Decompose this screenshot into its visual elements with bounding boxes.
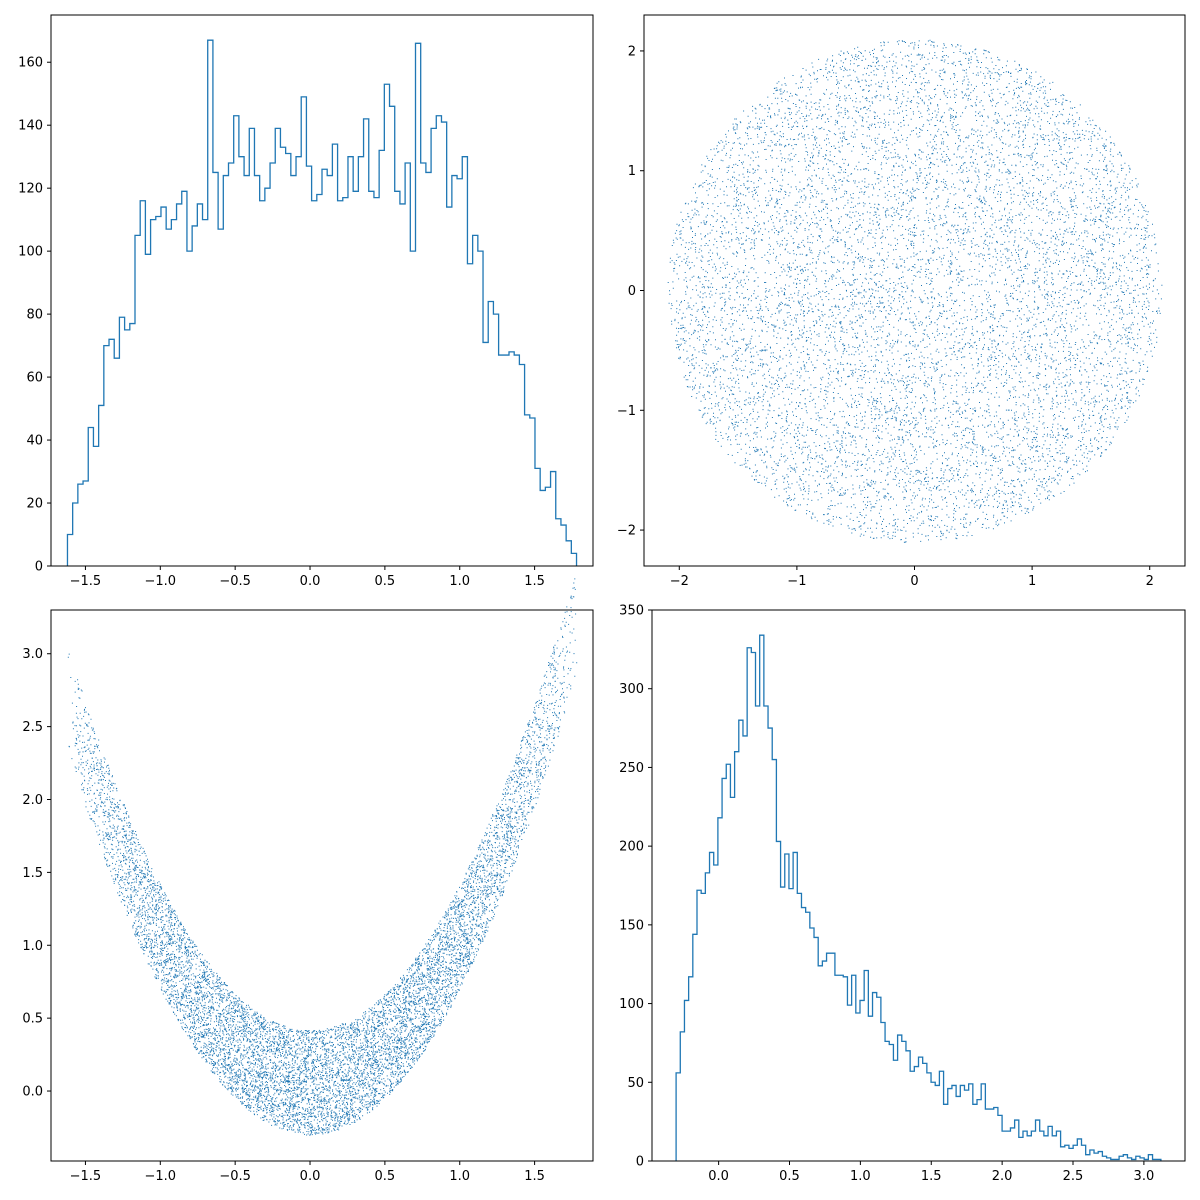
x-tick-label: 0.5 xyxy=(779,1169,800,1184)
y-tick-label: 1 xyxy=(628,164,636,179)
y-tick-label: 150 xyxy=(619,918,644,933)
x-tick-label: 0.5 xyxy=(375,574,396,589)
x-tick-label: 0.0 xyxy=(300,574,321,589)
y-tick-label: 100 xyxy=(18,245,43,260)
x-tick-label: 1 xyxy=(1028,574,1036,589)
x-tick-label: −2 xyxy=(670,574,689,589)
x-tick-label: 0 xyxy=(910,574,918,589)
axes-frame xyxy=(643,14,1186,567)
y-tick-label: 200 xyxy=(619,840,644,855)
scatter-point xyxy=(67,578,578,1136)
y-tick-label: 2.5 xyxy=(22,720,43,735)
x-tick-label: 0.0 xyxy=(708,1169,729,1184)
x-tick-label: −0.5 xyxy=(219,574,251,589)
x-tick-label: 1.5 xyxy=(921,1169,942,1184)
y-tick-label: 2 xyxy=(628,44,636,59)
x-tick-label: 2 xyxy=(1146,574,1154,589)
y-tick-label: 2.0 xyxy=(22,793,43,808)
y-tick-label: 3.0 xyxy=(22,647,43,662)
x-tick-label: 1.0 xyxy=(449,574,470,589)
y-tick-label: 0 xyxy=(636,1155,644,1170)
scatter-points xyxy=(667,39,1163,543)
x-tick-label: 1.5 xyxy=(524,574,545,589)
x-tick-label: −1.5 xyxy=(70,574,102,589)
x-tick-label: 3.0 xyxy=(1134,1169,1155,1184)
y-tick-label: 1.5 xyxy=(22,866,43,881)
y-tick-label: 350 xyxy=(619,604,644,619)
histogram-step-line xyxy=(675,634,1162,1161)
x-tick-label: −1.5 xyxy=(70,1169,102,1184)
y-tick-label: 140 xyxy=(18,119,43,134)
histogram-x-panel: −1.5 −1.0 −0.5 0.0 0.5 1.0 1.5 0 20 40 60 80 100 120 1… xyxy=(18,14,594,589)
y-tick-label: 300 xyxy=(619,682,644,697)
axes-frame xyxy=(50,14,594,567)
y-tick-label: 40 xyxy=(26,434,43,449)
x-tick-label: −0.5 xyxy=(219,1169,251,1184)
scatter-disk-panel: −2 −1 0 1 2 −2 −1 0 1 2 xyxy=(617,14,1186,589)
y-tick-label: 0 xyxy=(35,560,43,575)
y-tick-label: 60 xyxy=(26,371,43,386)
y-tick-label: 100 xyxy=(619,997,644,1012)
axes-frame xyxy=(651,609,1186,1162)
axes-frame xyxy=(50,609,594,1162)
y-tick-label: 160 xyxy=(18,56,43,71)
x-tick-label: 2.0 xyxy=(992,1169,1013,1184)
scatter-points xyxy=(67,578,578,1136)
scatter-point xyxy=(667,39,1163,543)
x-tick-label: 0.0 xyxy=(300,1169,321,1184)
x-tick-label: 1.0 xyxy=(449,1169,470,1184)
y-tick-label: 120 xyxy=(18,182,43,197)
x-tick-label: −1 xyxy=(787,574,806,589)
x-tick-label: −1.0 xyxy=(145,574,177,589)
y-tick-label: −1 xyxy=(617,404,636,419)
x-tick-label: 2.5 xyxy=(1063,1169,1084,1184)
y-tick-label: 0.0 xyxy=(22,1085,43,1100)
x-tick-label: −1.0 xyxy=(145,1169,177,1184)
y-tick-label: 0.5 xyxy=(22,1012,43,1027)
y-tick-label: 1.0 xyxy=(22,939,43,954)
y-tick-label: 0 xyxy=(628,284,636,299)
y-tick-label: 80 xyxy=(26,308,43,323)
y-tick-label: 50 xyxy=(627,1076,644,1091)
y-tick-label: 20 xyxy=(26,497,43,512)
histogram-step-line xyxy=(66,39,578,566)
y-tick-label: −2 xyxy=(617,524,636,539)
y-tick-label: 250 xyxy=(619,761,644,776)
histogram-y-panel: 0.0 0.5 1.0 1.5 2.0 2.5 3.0 0 50 100 150 200 250 300 3… xyxy=(619,604,1186,1184)
scatter-parabola-panel: −1.5 −1.0 −0.5 0.0 0.5 1.0 1.5 0.0 0.5 1.0 1.5 2.0 2… xyxy=(22,578,594,1184)
x-tick-label: 1.5 xyxy=(524,1169,545,1184)
x-tick-label: 0.5 xyxy=(375,1169,396,1184)
x-tick-label: 1.0 xyxy=(850,1169,871,1184)
